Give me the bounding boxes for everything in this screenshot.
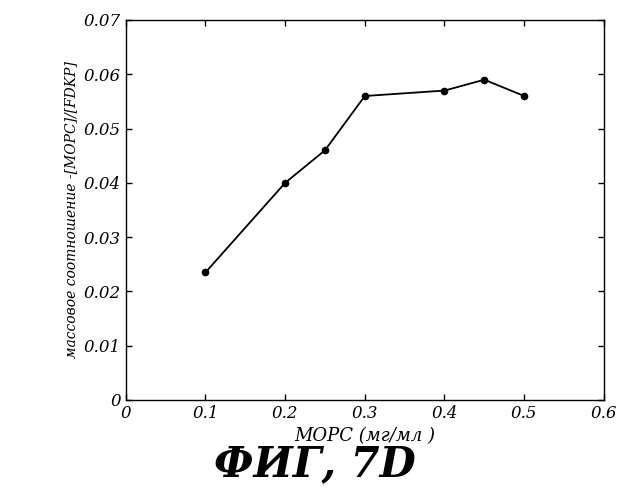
- Text: ФИГ, 7D: ФИГ, 7D: [214, 443, 415, 485]
- Y-axis label: массовое соотношение -[МОРС]/[FDKP]: массовое соотношение -[МОРС]/[FDKP]: [64, 62, 78, 358]
- X-axis label: МОРС (мг/мл ): МОРС (мг/мл ): [294, 428, 435, 446]
